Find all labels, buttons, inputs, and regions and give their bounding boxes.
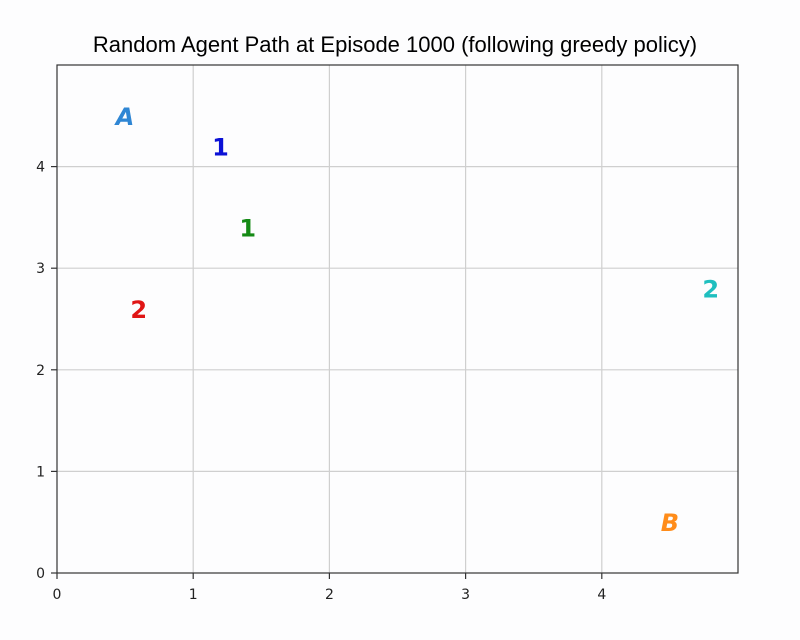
x-tick-label: 2	[325, 587, 334, 603]
plot-frame	[56, 64, 739, 574]
axis-ticks: 0 1 2 3 4 0 1 2 3 4	[36, 160, 606, 603]
point-label-b: B	[661, 509, 679, 537]
chart-title: Random Agent Path at Episode 1000 (follo…	[93, 32, 697, 57]
y-tick-label: 4	[36, 160, 45, 176]
point-label-1: 1	[212, 133, 229, 161]
x-tick-label: 3	[461, 587, 470, 603]
y-tick-label: 3	[36, 261, 45, 277]
point-label-1: 1	[239, 215, 256, 243]
y-tick-label: 0	[36, 566, 45, 582]
point-label-2: 2	[702, 276, 719, 304]
y-tick-label: 2	[36, 363, 45, 379]
x-tick-label: 0	[53, 587, 62, 603]
x-tick-label: 4	[597, 587, 606, 603]
x-tick-label: 1	[189, 587, 198, 603]
grid	[57, 65, 738, 573]
y-tick-label: 1	[36, 464, 45, 480]
data-marks: A 1 1 2 2 B	[114, 103, 719, 537]
point-label-a: A	[114, 103, 135, 131]
point-label-2: 2	[130, 296, 147, 324]
